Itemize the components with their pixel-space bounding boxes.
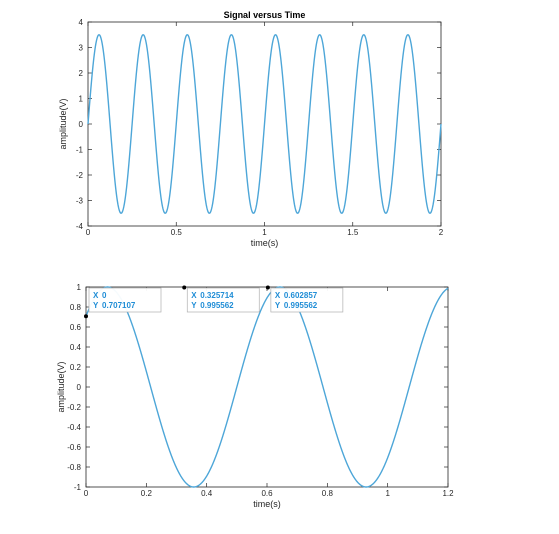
y-tick-label: -2 [76, 171, 84, 180]
datatip-x-value: 0.602857 [284, 291, 318, 300]
datatip-x-value: 0 [102, 291, 107, 300]
y-axis: -1 -0.8 -0.6 -0.4 -0.2 0 0.2 0.4 0.6 0.8 1 [67, 283, 448, 492]
datatip-y-value: 0.995562 [200, 301, 234, 310]
y-tick-label: 0.8 [70, 303, 82, 312]
x-axis: 0 0.5 1 1.5 2 [86, 22, 444, 237]
y-tick-label: -1 [74, 483, 82, 492]
x-axis-label: time(s) [251, 238, 279, 248]
datatip-box [88, 287, 162, 313]
datatip-box [270, 287, 344, 313]
datatip[interactable]: X 0Y 0.707107 [84, 287, 162, 319]
signal-chart: 0 0.5 1 1.5 2 -4 -3 -2 -1 0 1 2 3 4 time(s) amplitude(V… [58, 10, 444, 248]
x-tick-label: 0.4 [201, 489, 213, 498]
y-tick-label: 4 [79, 18, 84, 27]
x-tick-label: 0.2 [141, 489, 153, 498]
datatip-y-value: 0.707107 [102, 301, 136, 310]
datatip-y-label: Y [93, 301, 99, 310]
datatip-y-label: Y [191, 301, 197, 310]
y-tick-label: 3 [79, 44, 84, 53]
y-tick-label: 2 [79, 69, 84, 78]
y-tick-label: 0 [77, 383, 82, 392]
x-tick-label: 0.6 [261, 489, 273, 498]
x-axis: 0 0.2 0.4 0.6 0.8 1 1.2 [84, 287, 454, 498]
y-tick-label: 1 [79, 95, 84, 104]
y-tick-label: -1 [76, 146, 84, 155]
y-tick-label: -0.2 [67, 403, 81, 412]
series-line [85, 286, 449, 488]
y-tick-label: -0.8 [67, 463, 81, 472]
datatip-x-value: 0.325714 [200, 291, 234, 300]
y-tick-label: -0.4 [67, 423, 81, 432]
datatip-x-label: X [275, 291, 281, 300]
x-tick-label: 1.5 [347, 228, 359, 237]
datatip-marker [182, 285, 187, 290]
y-tick-label: -0.6 [67, 443, 81, 452]
y-axis-label: amplitude(V) [56, 361, 66, 412]
datatip-y-label: Y [275, 301, 281, 310]
x-tick-label: 0.5 [171, 228, 183, 237]
datatip-marker [84, 314, 88, 319]
x-tick-label: 0 [84, 489, 89, 498]
x-tick-label: 2 [439, 228, 444, 237]
y-tick-label: -3 [76, 197, 84, 206]
y-tick-label: -4 [76, 222, 84, 231]
datatip-x-label: X [191, 291, 197, 300]
y-axis: -4 -3 -2 -1 0 1 2 3 4 [76, 18, 441, 231]
x-tick-label: 1 [385, 489, 390, 498]
zoomed-signal-chart: 0 0.2 0.4 0.6 0.8 1 1.2-1-0.8-0.6-0.4-0.200.20… [56, 283, 454, 509]
y-tick-label: 0.2 [70, 363, 82, 372]
x-axis-label: time(s) [253, 499, 281, 509]
series-line [87, 34, 442, 214]
x-tick-label: 1 [262, 228, 267, 237]
datatip-x-label: X [93, 291, 99, 300]
y-tick-label: 0.4 [70, 343, 82, 352]
datatip-marker [265, 285, 270, 290]
x-tick-label: 0 [86, 228, 91, 237]
y-tick-label: 0.6 [70, 323, 82, 332]
x-tick-label: 1.2 [442, 489, 454, 498]
datatip-box [186, 287, 260, 313]
chart-title: Signal versus Time [224, 10, 306, 20]
y-tick-label: 0 [79, 120, 84, 129]
datatip-y-value: 0.995562 [284, 301, 318, 310]
x-tick-label: 0.8 [322, 489, 334, 498]
plot-area [85, 286, 449, 488]
y-axis-label: amplitude(V) [58, 98, 68, 149]
y-tick-label: 1 [77, 283, 82, 292]
